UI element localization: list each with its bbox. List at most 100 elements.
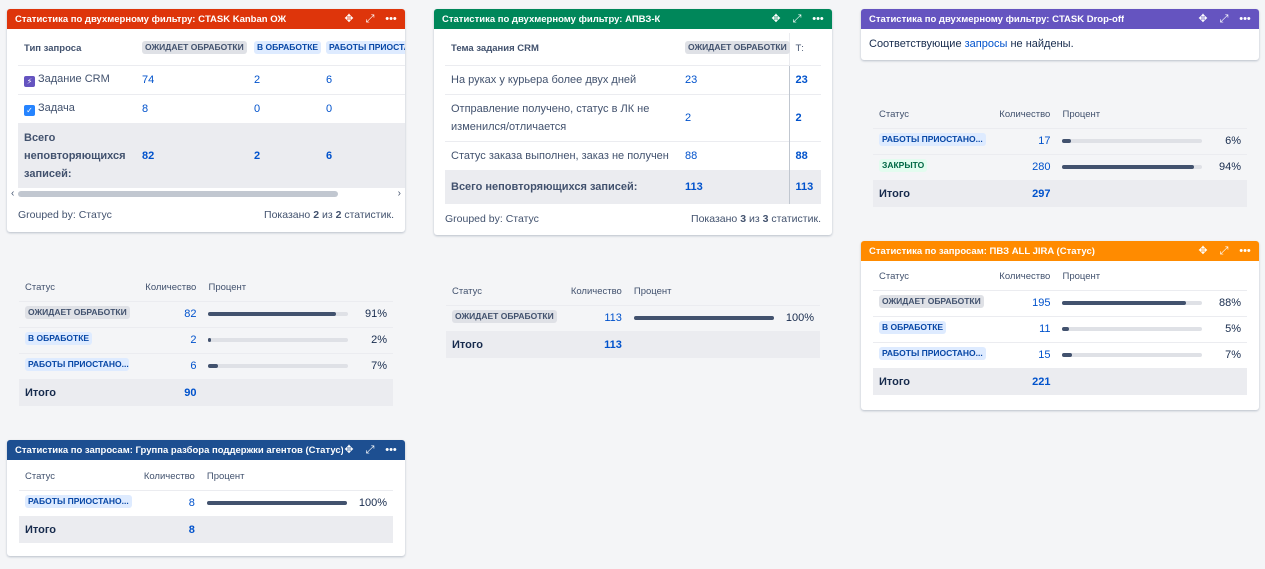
cell-link[interactable]: 74 bbox=[142, 73, 155, 86]
more-icon[interactable]: ••• bbox=[385, 12, 397, 25]
total-link[interactable]: 113 bbox=[795, 181, 814, 194]
more-icon[interactable]: ••• bbox=[1239, 244, 1251, 257]
gadget-ctask-dropoff: Статистика по двухмерному фильтру: CTASK… bbox=[861, 9, 1259, 60]
cell-link[interactable]: 88 bbox=[685, 149, 698, 162]
more-icon[interactable]: ••• bbox=[812, 12, 824, 25]
status-stats-table-3: Статус Количество Процент РАБОТЫ ПРИОСТА… bbox=[873, 102, 1247, 207]
count-link[interactable]: 2 bbox=[190, 334, 197, 346]
gadget-title: Статистика по двухмерному фильтру: CTASK… bbox=[869, 13, 1125, 25]
horizontal-scrollbar[interactable]: ‹ › bbox=[11, 188, 401, 200]
row-total-link[interactable]: 23 bbox=[795, 73, 808, 86]
total-row: Итого 221 bbox=[873, 367, 1247, 395]
status-lozenge[interactable]: РАБОТЫ ПРИОСТАНО... bbox=[25, 495, 132, 508]
count-link[interactable]: 17 bbox=[1038, 135, 1051, 147]
count-link[interactable]: 11 bbox=[1039, 323, 1051, 335]
percent-value: 7% bbox=[1208, 341, 1247, 368]
move-icon[interactable]: ✥ bbox=[344, 443, 354, 456]
status-lozenge[interactable]: РАБОТЫ ПРИОСТАНО... bbox=[25, 358, 129, 371]
table-row: ЗАКРЫТО 280 94% bbox=[873, 153, 1247, 180]
status-stats-table-1: Статус Количество Процент ОЖИДАЕТ ОБРАБО… bbox=[19, 275, 393, 406]
status-lozenge[interactable]: ОЖИДАЕТ ОБРАБОТКИ bbox=[879, 295, 984, 308]
header-percent: Процент bbox=[1062, 109, 1101, 121]
total-label: Итого bbox=[446, 330, 565, 358]
total-link[interactable]: 297 bbox=[1032, 187, 1051, 200]
gadget-header: Статистика по запросам: ПВЗ ALL JIRA (Ст… bbox=[861, 241, 1259, 261]
cell-link[interactable]: 0 bbox=[326, 102, 333, 115]
percent-bar bbox=[1062, 139, 1203, 143]
cell-link[interactable]: 6 bbox=[326, 73, 333, 86]
more-icon[interactable]: ••• bbox=[1239, 12, 1251, 25]
count-link[interactable]: 280 bbox=[1032, 161, 1051, 173]
move-icon[interactable]: ✥ bbox=[1198, 12, 1208, 25]
percent-bar bbox=[633, 316, 774, 320]
status-lozenge[interactable]: В ОБРАБОТКЕ bbox=[879, 321, 947, 334]
total-link[interactable]: 82 bbox=[142, 149, 155, 162]
maximize-icon[interactable]: ⤢ bbox=[365, 12, 375, 25]
gadget-footer: Grouped by: Статус Показано 3 из 3 стати… bbox=[434, 204, 832, 234]
issues-link[interactable]: запросы bbox=[964, 38, 1008, 50]
table-row: ✓ Задача 8 0 0 bbox=[18, 93, 405, 123]
table-row: В ОБРАБОТКЕ 11 5% bbox=[873, 315, 1247, 342]
grouped-by: Grouped by: Статус bbox=[445, 213, 539, 225]
scroll-right-icon[interactable]: › bbox=[397, 188, 401, 199]
gadget-header: Статистика по запросам: Группа разбора п… bbox=[7, 440, 405, 460]
total-link[interactable]: 2 bbox=[254, 149, 261, 162]
count-link[interactable]: 113 bbox=[604, 312, 622, 324]
cell-link[interactable]: 0 bbox=[254, 102, 261, 115]
total-link[interactable]: 8 bbox=[188, 523, 195, 536]
status-lozenge[interactable]: В ОБРАБОТКЕ bbox=[25, 332, 93, 345]
move-icon[interactable]: ✥ bbox=[1198, 244, 1208, 257]
percent-value: 88% bbox=[1208, 289, 1247, 316]
column-header-crm-topic: Тема задания CRM bbox=[451, 43, 539, 55]
maximize-icon[interactable]: ⤢ bbox=[365, 443, 375, 456]
count-link[interactable]: 15 bbox=[1038, 349, 1051, 361]
table-row: РАБОТЫ ПРИОСТАНО... 17 6% bbox=[873, 127, 1247, 154]
empty-message: Соответствующие запросы не найдены. bbox=[869, 38, 1074, 50]
status-lozenge: ОЖИДАЕТ ОБРАБОТКИ bbox=[685, 40, 790, 54]
status-lozenge: В ОБРАБОТКЕ bbox=[254, 40, 322, 54]
shown-count: Показано 3 из 3 статистик. bbox=[691, 213, 821, 225]
count-link[interactable]: 8 bbox=[188, 497, 195, 509]
more-icon[interactable]: ••• bbox=[385, 443, 397, 456]
move-icon[interactable]: ✥ bbox=[344, 12, 354, 25]
row-total-link[interactable]: 88 bbox=[795, 149, 808, 162]
total-column-header: Т: bbox=[788, 33, 821, 65]
status-lozenge[interactable]: ЗАКРЫТО bbox=[879, 159, 928, 172]
row-total-link[interactable]: 2 bbox=[795, 111, 802, 124]
total-link[interactable]: 6 bbox=[326, 149, 333, 162]
count-link[interactable]: 195 bbox=[1032, 297, 1051, 309]
cell-link[interactable]: 2 bbox=[685, 111, 692, 124]
status-lozenge[interactable]: РАБОТЫ ПРИОСТАНО... bbox=[879, 133, 986, 146]
status-lozenge: ОЖИДАЕТ ОБРАБОТКИ bbox=[142, 40, 247, 54]
scroll-left-icon[interactable]: ‹ bbox=[11, 188, 15, 199]
status-lozenge[interactable]: ОЖИДАЕТ ОБРАБОТКИ bbox=[452, 310, 557, 323]
gadget-title: Статистика по двухмерному фильтру: CTASK… bbox=[15, 13, 287, 25]
total-label: Итого bbox=[873, 367, 994, 395]
gadget-pvz-all-jira: Статистика по запросам: ПВЗ ALL JIRA (Ст… bbox=[861, 241, 1259, 410]
move-icon[interactable]: ✥ bbox=[771, 12, 781, 25]
maximize-icon[interactable]: ⤢ bbox=[792, 12, 802, 25]
cell-link[interactable]: 8 bbox=[142, 102, 149, 115]
total-link[interactable]: 221 bbox=[1032, 375, 1051, 388]
count-link[interactable]: 82 bbox=[184, 308, 197, 320]
total-label: Всего неповторяющихся записей: bbox=[445, 169, 679, 204]
percent-bar bbox=[1062, 327, 1203, 331]
total-link[interactable]: 90 bbox=[184, 386, 197, 399]
count-link[interactable]: 6 bbox=[190, 360, 197, 372]
total-link[interactable]: 113 bbox=[604, 338, 622, 351]
cell-link[interactable]: 23 bbox=[685, 73, 698, 86]
percent-bar bbox=[206, 501, 347, 505]
header-percent: Процент bbox=[208, 282, 247, 294]
status-lozenge[interactable]: ОЖИДАЕТ ОБРАБОТКИ bbox=[25, 306, 130, 319]
total-link[interactable]: 113 bbox=[685, 181, 703, 194]
maximize-icon[interactable]: ⤢ bbox=[1219, 12, 1229, 25]
gadget-title: Статистика по запросам: Группа разбора п… bbox=[15, 444, 343, 456]
gadget-ctask-kanban: Статистика по двухмерному фильтру: CTASK… bbox=[7, 9, 405, 232]
grouped-by: Grouped by: Статус bbox=[18, 208, 112, 221]
scroll-thumb[interactable] bbox=[18, 190, 339, 197]
row-label: На руках у курьера более двух дней bbox=[445, 64, 679, 94]
row-label: Статус заказа выполнен, заказ не получен bbox=[445, 140, 679, 170]
maximize-icon[interactable]: ⤢ bbox=[1219, 244, 1229, 257]
cell-link[interactable]: 2 bbox=[254, 73, 261, 86]
status-lozenge[interactable]: РАБОТЫ ПРИОСТАНО... bbox=[879, 347, 986, 360]
